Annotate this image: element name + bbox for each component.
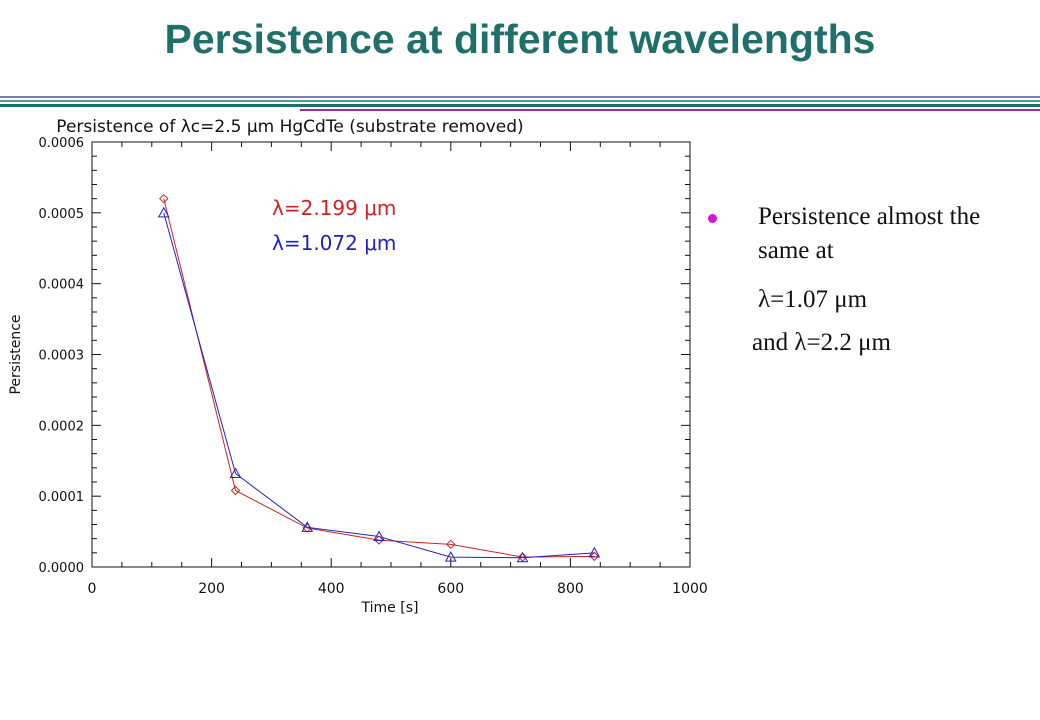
data-point-0-0: [159, 193, 169, 204]
axis-tick-labels: 0 200 400 600 800 1000 0.0000 0.0001 0.0002 0.000…: [39, 136, 708, 597]
data-point-1-3: [373, 530, 385, 542]
data-point-0-5: [517, 552, 528, 562]
data-point-1-2: [301, 521, 314, 532]
data-point-1-5: [516, 551, 529, 563]
data-point-1-6: [588, 546, 601, 558]
series-markers: [157, 193, 601, 563]
rule-bar-3: [0, 104, 1040, 107]
x-axis-label: Time [s]: [361, 600, 419, 616]
legend-entry-1: λ=1.072 μm: [272, 231, 396, 255]
y-tick-label: 0.0004: [39, 278, 85, 293]
y-tick-label: 0.0002: [39, 419, 85, 434]
legend: λ=2.199 μm λ=1.072 μm: [272, 196, 396, 255]
y-tick-label: 0.0005: [39, 207, 85, 222]
axis-ticks: [91, 141, 691, 568]
bullet-dot-icon: [708, 214, 717, 223]
data-point-0-1: [230, 485, 241, 496]
data-point-0-6: [589, 551, 600, 562]
rule-bar-4: [300, 109, 1040, 111]
rule-bar-2: [0, 100, 1040, 102]
data-point-1-0: [157, 206, 170, 218]
legend-entry-0: λ=2.199 μm: [272, 196, 396, 220]
x-tick-label: 800: [557, 581, 584, 597]
y-tick-label: 0.0003: [39, 349, 85, 364]
persistence-chart: Persistence of λc=2.5 μm HgCdTe (substra…: [0, 110, 720, 620]
data-point-0-4: [446, 539, 456, 550]
bullet-text-line-1: Persistence almost the same at: [758, 203, 981, 264]
y-tick-label: 0.0006: [39, 136, 85, 151]
chart-title: Persistence of λc=2.5 μm HgCdTe (substra…: [56, 117, 523, 137]
data-point-1-1: [229, 467, 242, 478]
x-tick-label: 1000: [672, 581, 708, 597]
y-tick-label: 0.0001: [39, 490, 85, 505]
title-underline-bars: [0, 96, 1040, 120]
y-tick-label: 0.0000: [39, 561, 85, 576]
data-point-0-3: [374, 535, 384, 545]
data-point-1-4: [444, 551, 457, 562]
chart-svg: Persistence of λc=2.5 μm HgCdTe (substra…: [8, 117, 708, 616]
series-line-1: [163, 212, 595, 559]
bullet-text-line-3: and λ=2.2 μm: [752, 329, 891, 356]
x-tick-label: 600: [437, 581, 464, 597]
x-tick-label: 0: [88, 581, 97, 597]
rule-bar-1: [0, 96, 1040, 98]
x-tick-label: 200: [198, 581, 225, 597]
x-tick-label: 400: [318, 581, 345, 597]
bullet-text-line-2: λ=1.07 μm: [758, 286, 868, 313]
y-axis-label: Persistence: [8, 314, 24, 394]
slide-title: Persistence at different wavelengths: [164, 16, 876, 62]
